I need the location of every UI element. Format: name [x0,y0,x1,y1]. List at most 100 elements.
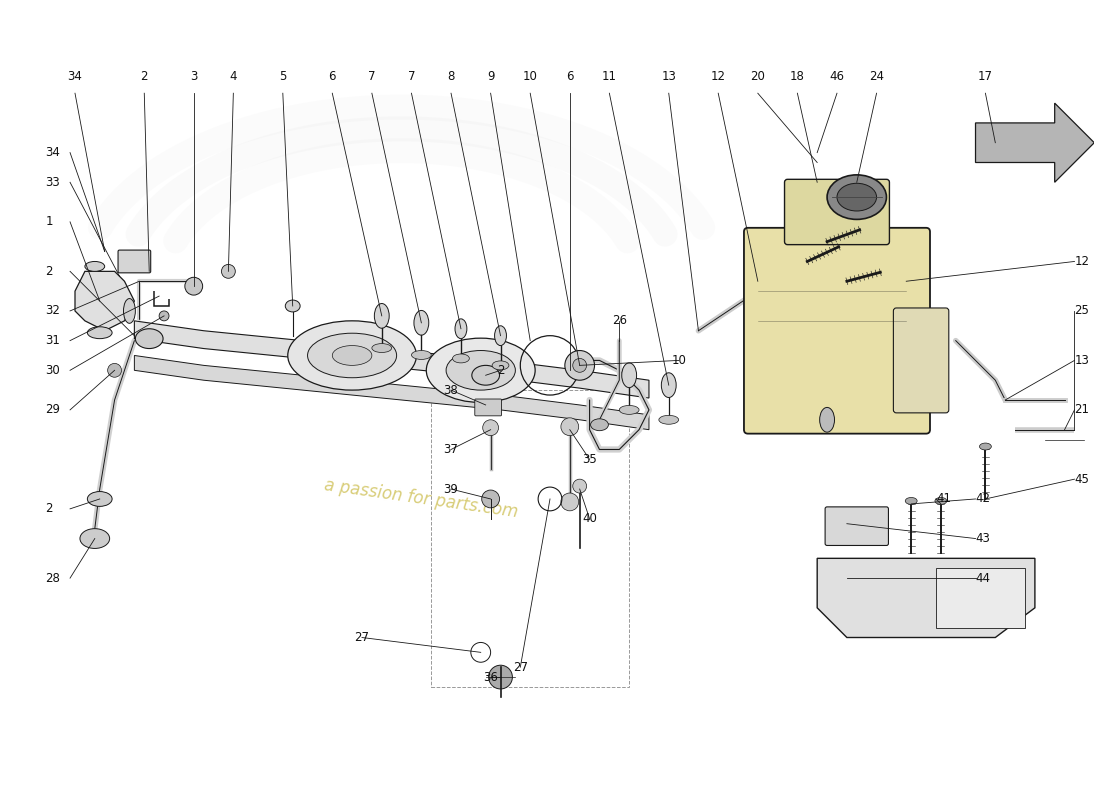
FancyBboxPatch shape [784,179,890,245]
Ellipse shape [308,334,397,378]
Text: 35: 35 [582,453,597,466]
Ellipse shape [820,407,835,432]
Polygon shape [75,271,134,330]
Text: 28: 28 [45,572,60,585]
Text: 31: 31 [45,334,60,347]
Text: 12: 12 [1075,255,1089,268]
Text: 2: 2 [141,70,149,83]
Text: 21: 21 [1075,403,1089,416]
Text: 39: 39 [443,482,459,495]
Circle shape [573,358,586,372]
Text: 40: 40 [582,512,597,526]
Text: 27: 27 [513,661,528,674]
Ellipse shape [372,343,392,353]
Ellipse shape [495,326,506,346]
Bar [431,390,629,687]
Text: 2: 2 [497,364,504,377]
Text: 4: 4 [230,70,238,83]
Text: 45: 45 [1075,473,1089,486]
Text: 37: 37 [443,443,459,456]
Circle shape [483,420,498,436]
Ellipse shape [288,321,417,390]
Ellipse shape [374,303,389,328]
Ellipse shape [621,363,637,388]
Circle shape [564,350,594,380]
Text: 29: 29 [45,403,60,416]
Polygon shape [936,568,1025,628]
Text: a passion for parts.com: a passion for parts.com [323,477,519,522]
Ellipse shape [472,366,499,385]
Text: 7: 7 [408,70,415,83]
Text: 13: 13 [661,70,676,83]
Text: 36: 36 [483,670,498,683]
Text: 10: 10 [671,354,686,367]
Ellipse shape [659,415,679,424]
Polygon shape [134,321,649,398]
Text: 2: 2 [45,265,53,278]
Text: 27: 27 [354,631,370,644]
Ellipse shape [935,498,947,505]
FancyBboxPatch shape [893,308,949,413]
Ellipse shape [492,361,509,370]
Text: 38: 38 [443,384,459,397]
Ellipse shape [414,310,429,335]
Text: 44: 44 [976,572,990,585]
FancyBboxPatch shape [744,228,930,434]
Text: 9: 9 [487,70,494,83]
Ellipse shape [135,329,163,349]
Polygon shape [976,103,1094,182]
Ellipse shape [619,406,639,414]
Ellipse shape [85,262,104,271]
Text: 3: 3 [190,70,197,83]
Text: 2: 2 [45,502,53,515]
Text: 32: 32 [45,305,60,318]
Text: 7: 7 [368,70,375,83]
Text: 17: 17 [978,70,993,83]
FancyBboxPatch shape [475,399,502,416]
Circle shape [561,493,579,511]
Ellipse shape [411,350,431,359]
Text: 43: 43 [976,532,990,545]
Circle shape [185,278,202,295]
Ellipse shape [447,350,516,390]
Circle shape [160,311,169,321]
Text: 5: 5 [279,70,286,83]
Ellipse shape [452,354,470,363]
Text: 26: 26 [612,314,627,327]
Text: 13: 13 [1075,354,1089,367]
Text: 34: 34 [45,146,60,159]
Ellipse shape [455,319,466,338]
Circle shape [561,418,579,436]
Ellipse shape [80,529,110,549]
Text: 42: 42 [976,493,990,506]
Ellipse shape [123,298,135,323]
Text: 25: 25 [1075,305,1089,318]
Ellipse shape [87,326,112,338]
Circle shape [221,265,235,278]
Circle shape [108,363,121,378]
Text: 30: 30 [45,364,60,377]
Polygon shape [134,355,649,430]
Text: 18: 18 [790,70,805,83]
Ellipse shape [661,373,676,398]
Text: 33: 33 [45,176,60,189]
Ellipse shape [905,498,917,505]
Ellipse shape [285,300,300,312]
Text: 6: 6 [329,70,336,83]
Circle shape [573,479,586,493]
Circle shape [488,666,513,689]
Ellipse shape [332,346,372,366]
Text: 41: 41 [936,493,950,506]
Ellipse shape [827,175,887,219]
Text: 10: 10 [522,70,538,83]
Ellipse shape [837,183,877,211]
FancyBboxPatch shape [118,250,151,273]
Ellipse shape [427,338,536,402]
Text: 46: 46 [829,70,845,83]
Polygon shape [817,558,1035,638]
Ellipse shape [87,491,112,506]
Circle shape [482,490,499,508]
Text: 1: 1 [45,215,53,228]
Text: 12: 12 [711,70,726,83]
Text: 8: 8 [448,70,454,83]
